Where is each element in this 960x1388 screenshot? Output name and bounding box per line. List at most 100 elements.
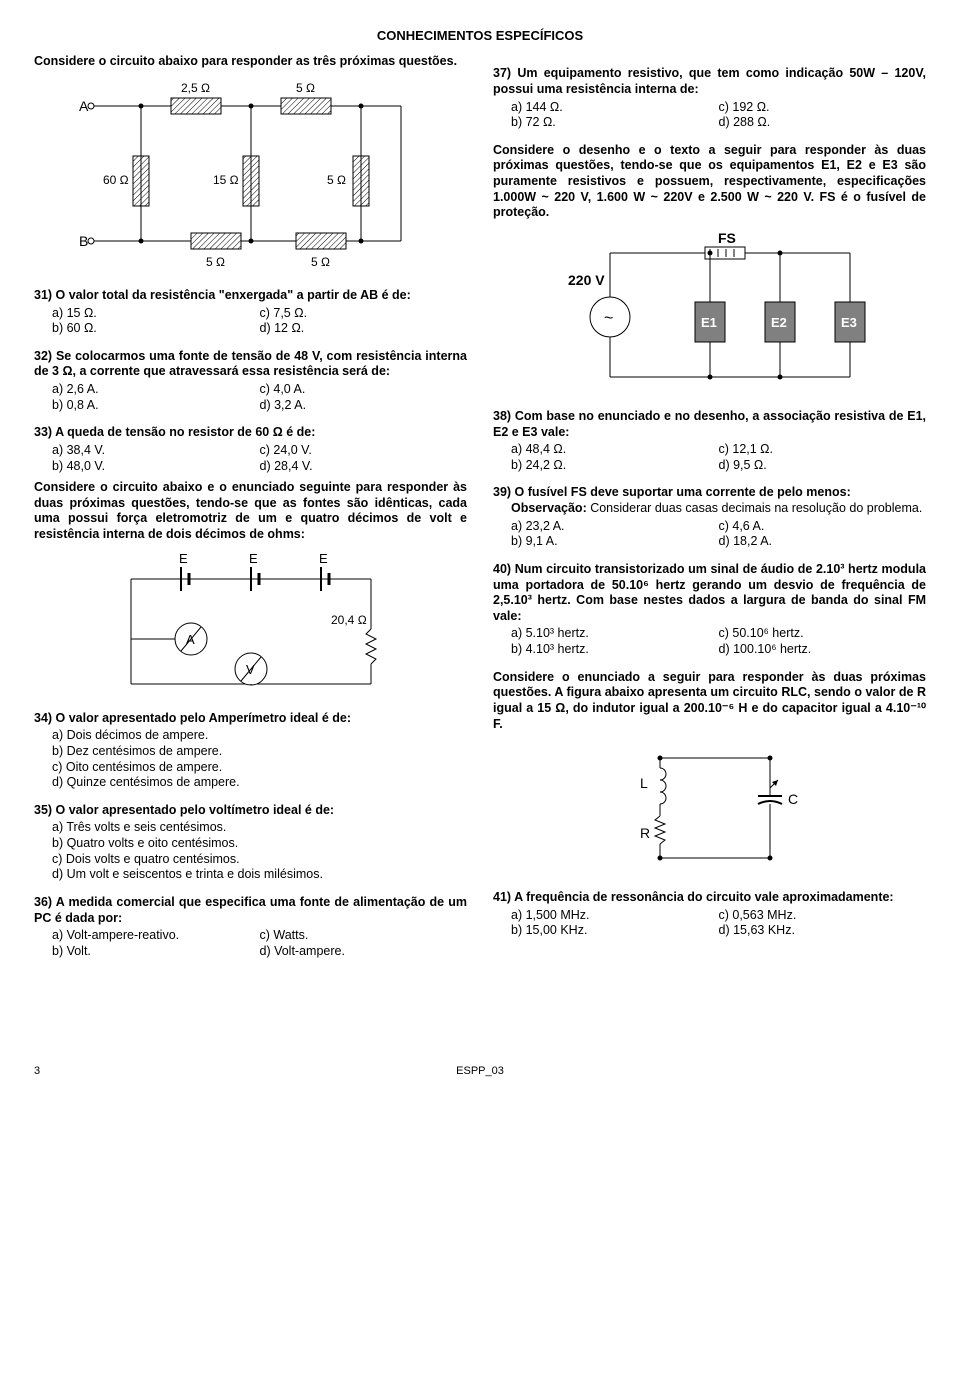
q34-opt-d: d) Quinze centésimos de ampere. xyxy=(52,775,467,791)
q39-opt-b: b) 9,1 A. xyxy=(511,534,719,550)
q35-opt-c: c) Dois volts e quatro centésimos. xyxy=(52,852,467,868)
question-38: 38) Com base no enunciado e no desenho, … xyxy=(493,409,926,440)
q35-opt-b: b) Quatro volts e oito centésimos. xyxy=(52,836,467,852)
circuit-3-diagram: FS ~ 220 V E1 xyxy=(550,227,870,397)
q38-opt-d: d) 9,5 Ω. xyxy=(719,458,927,474)
question-35-options: a) Três volts e seis centésimos. b) Quat… xyxy=(52,820,467,883)
question-33-options: a) 38,4 V. c) 24,0 V. b) 48,0 V. d) 28,4… xyxy=(52,443,467,474)
q31-opt-c: c) 7,5 Ω. xyxy=(260,306,468,322)
question-41: 41) A frequência de ressonância do circu… xyxy=(493,890,926,906)
q33-opt-a: a) 38,4 V. xyxy=(52,443,260,459)
q32-opt-a: a) 2,6 A. xyxy=(52,382,260,398)
svg-text:E3: E3 xyxy=(841,315,857,330)
q33-opt-d: d) 28,4 V. xyxy=(260,459,468,475)
q41-opt-d: d) 15,63 KHz. xyxy=(719,923,927,939)
svg-text:E: E xyxy=(319,551,328,566)
q35-opt-d: d) Um volt e seiscentos e trinta e dois … xyxy=(52,867,467,883)
content-columns: Considere o circuito abaixo para respond… xyxy=(34,54,926,965)
q33-opt-c: c) 24,0 V. xyxy=(260,443,468,459)
footer-code: ESPP_03 xyxy=(456,1065,504,1077)
q38-opt-a: a) 48,4 Ω. xyxy=(511,442,719,458)
svg-text:5 Ω: 5 Ω xyxy=(296,81,315,95)
q39-opt-c: c) 4,6 A. xyxy=(719,519,927,535)
q36-opt-c: c) Watts. xyxy=(260,928,468,944)
circuit-2-diagram: E E E 20,4 Ω A xyxy=(101,549,401,699)
left-column: Considere o circuito abaixo para respond… xyxy=(34,54,467,965)
question-36-options: a) Volt-ampere-reativo. c) Watts. b) Vol… xyxy=(52,928,467,959)
intro-3: Considere o desenho e o texto a seguir p… xyxy=(493,143,926,221)
q37-opt-b: b) 72 Ω. xyxy=(511,115,719,131)
q41-opt-c: c) 0,563 MHz. xyxy=(719,908,927,924)
svg-text:E1: E1 xyxy=(701,315,717,330)
right-column: 37) Um equipamento resistivo, que tem co… xyxy=(493,54,926,965)
q39-obs-text: Considerar duas casas decimais na resolu… xyxy=(587,501,923,515)
q37-opt-c: c) 192 Ω. xyxy=(719,100,927,116)
question-31-options: a) 15 Ω. c) 7,5 Ω. b) 60 Ω. d) 12 Ω. xyxy=(52,306,467,337)
svg-text:E2: E2 xyxy=(771,315,787,330)
question-41-options: a) 1,500 MHz. c) 0,563 MHz. b) 15,00 KHz… xyxy=(511,908,926,939)
circuit-4-diagram: L R C xyxy=(600,738,820,878)
q37-opt-a: a) 144 Ω. xyxy=(511,100,719,116)
q34-opt-b: b) Dez centésimos de ampere. xyxy=(52,744,467,760)
q37-opt-d: d) 288 Ω. xyxy=(719,115,927,131)
q32-opt-c: c) 4,0 A. xyxy=(260,382,468,398)
question-40-options: a) 5.10³ hertz. c) 50.10⁶ hertz. b) 4.10… xyxy=(511,626,926,657)
q38-opt-b: b) 24,2 Ω. xyxy=(511,458,719,474)
q39-opt-d: d) 18,2 A. xyxy=(719,534,927,550)
q36-opt-a: a) Volt-ampere-reativo. xyxy=(52,928,260,944)
svg-text:5 Ω: 5 Ω xyxy=(311,255,330,269)
svg-text:2,5 Ω: 2,5 Ω xyxy=(181,81,210,95)
q38-opt-c: c) 12,1 Ω. xyxy=(719,442,927,458)
question-40: 40) Num circuito transistorizado um sina… xyxy=(493,562,926,625)
q32-opt-b: b) 0,8 A. xyxy=(52,398,260,414)
question-32: 32) Se colocarmos uma fonte de tensão de… xyxy=(34,349,467,380)
q34-opt-a: a) Dois décimos de ampere. xyxy=(52,728,467,744)
page-title: CONHECIMENTOS ESPECÍFICOS xyxy=(34,28,926,44)
svg-text:5 Ω: 5 Ω xyxy=(327,173,346,187)
question-32-options: a) 2,6 A. c) 4,0 A. b) 0,8 A. d) 3,2 A. xyxy=(52,382,467,413)
question-36: 36) A medida comercial que especifica um… xyxy=(34,895,467,926)
svg-text:C: C xyxy=(788,791,798,807)
q34-opt-c: c) Oito centésimos de ampere. xyxy=(52,760,467,776)
svg-text:A: A xyxy=(79,98,89,114)
svg-text:FS: FS xyxy=(718,230,736,246)
q36-opt-d: d) Volt-ampere. xyxy=(260,944,468,960)
page-number: 3 xyxy=(34,1065,40,1079)
q40-opt-b: b) 4.10³ hertz. xyxy=(511,642,719,658)
svg-text:E: E xyxy=(179,551,188,566)
svg-text:~: ~ xyxy=(604,310,613,327)
question-34: 34) O valor apresentado pelo Amperímetro… xyxy=(34,711,467,727)
q40-opt-a: a) 5.10³ hertz. xyxy=(511,626,719,642)
svg-text:5 Ω: 5 Ω xyxy=(206,255,225,269)
intro-4: Considere o enunciado a seguir para resp… xyxy=(493,670,926,733)
q36-opt-b: b) Volt. xyxy=(52,944,260,960)
svg-text:15 Ω: 15 Ω xyxy=(213,173,239,187)
circuit-1-diagram: A 2,5 Ω 5 Ω 60 Ω 15 Ω 5 Ω B 5 Ω xyxy=(71,76,431,276)
q32-opt-d: d) 3,2 A. xyxy=(260,398,468,414)
svg-text:E: E xyxy=(249,551,258,566)
intro-1: Considere o circuito abaixo para respond… xyxy=(34,54,467,70)
intro-2: Considere o circuito abaixo e o enunciad… xyxy=(34,480,467,543)
question-39: 39) O fusível FS deve suportar uma corre… xyxy=(493,485,926,501)
q31-opt-d: d) 12 Ω. xyxy=(260,321,468,337)
question-33: 33) A queda de tensão no resistor de 60 … xyxy=(34,425,467,441)
svg-text:B: B xyxy=(79,233,88,249)
q41-opt-b: b) 15,00 KHz. xyxy=(511,923,719,939)
q39-obs-label: Observação: xyxy=(511,501,587,515)
question-34-options: a) Dois décimos de ampere. b) Dez centés… xyxy=(52,728,467,791)
question-39-obs: Observação: Considerar duas casas decima… xyxy=(511,501,926,517)
q31-opt-a: a) 15 Ω. xyxy=(52,306,260,322)
q40-opt-d: d) 100.10⁶ hertz. xyxy=(719,642,927,658)
question-31: 31) O valor total da resistência "enxerg… xyxy=(34,288,467,304)
question-37: 37) Um equipamento resistivo, que tem co… xyxy=(493,66,926,97)
svg-text:20,4 Ω: 20,4 Ω xyxy=(331,613,367,627)
svg-text:60 Ω: 60 Ω xyxy=(103,173,129,187)
question-35: 35) O valor apresentado pelo voltímetro … xyxy=(34,803,467,819)
q40-opt-c: c) 50.10⁶ hertz. xyxy=(719,626,927,642)
question-38-options: a) 48,4 Ω. c) 12,1 Ω. b) 24,2 Ω. d) 9,5 … xyxy=(511,442,926,473)
question-37-options: a) 144 Ω. c) 192 Ω. b) 72 Ω. d) 288 Ω. xyxy=(511,100,926,131)
q41-opt-a: a) 1,500 MHz. xyxy=(511,908,719,924)
q33-opt-b: b) 48,0 V. xyxy=(52,459,260,475)
page-footer: 3 ESPP_03 xyxy=(34,1065,926,1079)
q35-opt-a: a) Três volts e seis centésimos. xyxy=(52,820,467,836)
